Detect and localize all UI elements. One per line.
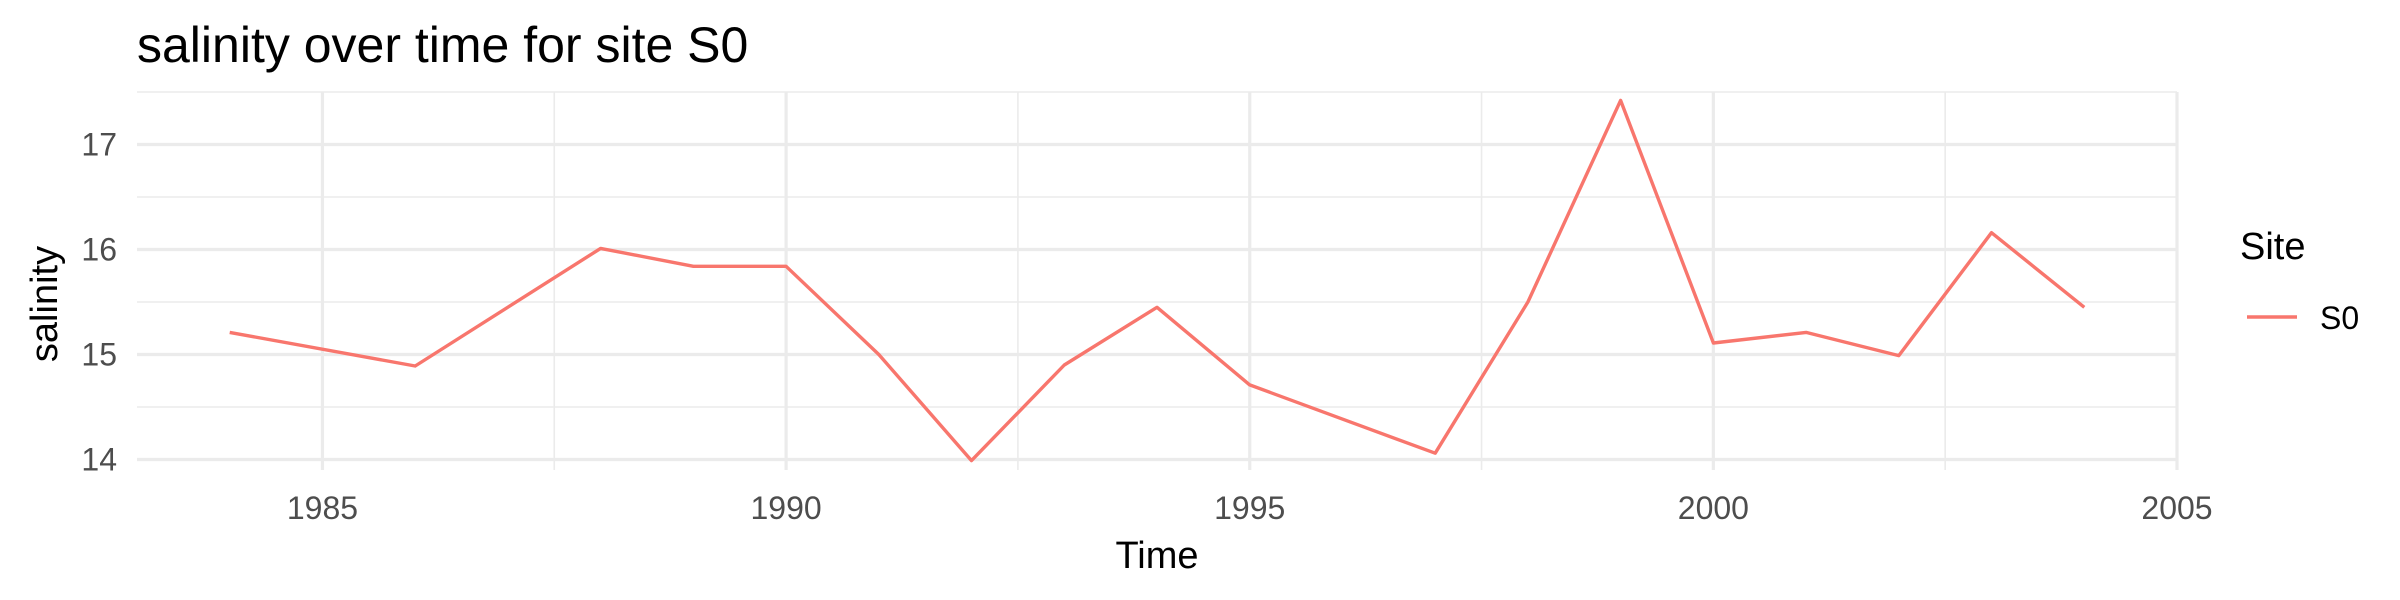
- legend-title: Site: [2240, 226, 2305, 268]
- y-tick-label: 17: [81, 127, 117, 163]
- legend: Site S0: [2240, 226, 2359, 336]
- series-layer: [229, 98, 2086, 463]
- x-tick-label: 2005: [2141, 490, 2212, 526]
- x-tick-label: 1985: [287, 490, 358, 526]
- y-axis-ticks: 14 15 16 17: [81, 127, 117, 478]
- y-axis-title: salinity: [24, 246, 66, 362]
- x-tick-label: 1990: [750, 490, 821, 526]
- chart-title: salinity over time for site S0: [137, 17, 748, 73]
- x-tick-label: 1995: [1214, 490, 1285, 526]
- x-axis-ticks: 1985 1990 1995 2000 2005: [287, 490, 2213, 526]
- x-tick-label: 2000: [1678, 490, 1749, 526]
- y-tick-label: 15: [81, 337, 117, 373]
- series-line-s0: [229, 98, 2086, 463]
- major-gridlines: [137, 92, 2179, 470]
- y-tick-label: 16: [81, 232, 117, 268]
- minor-gridlines: [137, 91, 2177, 470]
- legend-label-s0: S0: [2320, 300, 2359, 336]
- y-tick-label: 14: [81, 442, 117, 478]
- x-axis-title: Time: [1115, 535, 1198, 577]
